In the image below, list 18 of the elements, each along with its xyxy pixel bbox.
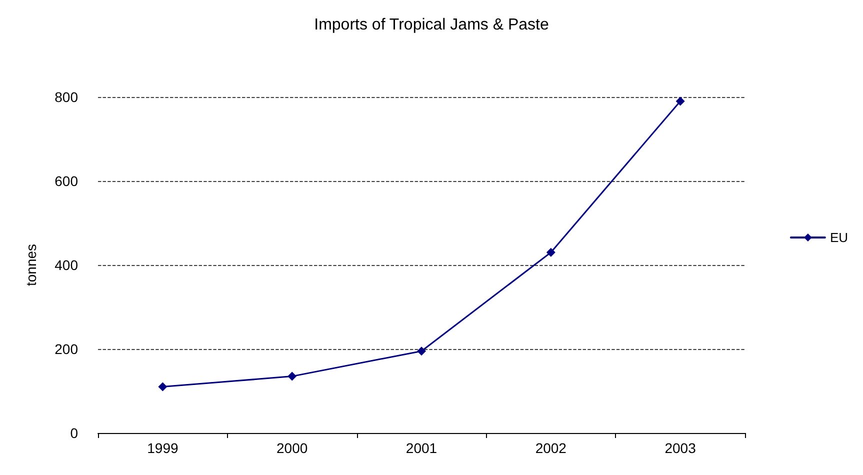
x-tick-label: 1999 [147, 440, 178, 456]
point [417, 346, 426, 356]
point [158, 382, 168, 392]
point [546, 248, 556, 257]
x-tick-label: 2003 [664, 440, 696, 456]
x-tick-label: 2001 [406, 440, 438, 456]
y-tick-label: 0 [70, 425, 78, 441]
point [288, 372, 297, 381]
legend-label: EU [830, 230, 848, 245]
point [676, 96, 685, 106]
chart-title: Imports of Tropical Jams & Paste [314, 16, 549, 34]
y-tick-label: 800 [54, 89, 78, 105]
y-tick-label: 600 [54, 173, 78, 189]
y-axis-title: tonnes [23, 244, 39, 286]
y-tick-label: 400 [54, 257, 78, 273]
x-tick-label: 2002 [535, 440, 567, 456]
x-tick-label: 2000 [276, 440, 308, 456]
y-tick-label: 200 [54, 341, 78, 357]
